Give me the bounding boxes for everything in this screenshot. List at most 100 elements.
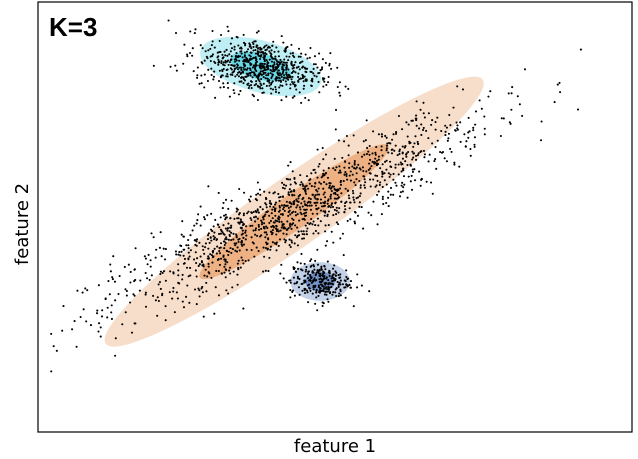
component-2-point [230, 47, 234, 50]
component-1-point [290, 239, 293, 242]
component-1-point [378, 183, 381, 187]
component-2-point [272, 57, 275, 60]
component-2-point [303, 84, 306, 87]
component-1-point [362, 169, 365, 173]
component-2-point [242, 76, 245, 79]
component-1-point [177, 263, 180, 266]
component-1-point [330, 204, 333, 207]
component-1-point [401, 157, 405, 160]
component-1-point [335, 221, 338, 224]
component-3-point [323, 293, 326, 296]
component-1-point [198, 263, 201, 266]
component-1-point [150, 274, 153, 277]
component-2-point [293, 95, 296, 98]
component-2-point [275, 59, 278, 62]
component-1-point [467, 116, 470, 119]
component-1-point [79, 316, 82, 319]
component-1-point [197, 264, 200, 268]
component-2-point [285, 95, 288, 98]
component-2-point [248, 42, 251, 45]
component-1-point [152, 294, 155, 297]
component-2-point [240, 80, 243, 83]
component-1-point [469, 148, 472, 151]
component-2-point [272, 40, 275, 43]
component-1-point [203, 246, 207, 249]
component-1-point [189, 266, 192, 270]
component-2-point [240, 47, 243, 50]
component-1-point [178, 251, 181, 254]
component-1-point [459, 140, 462, 143]
component-2-point [257, 51, 260, 54]
component-1-point [406, 164, 409, 167]
component-1-point [152, 236, 155, 239]
component-2-point [304, 67, 307, 70]
component-1-point [305, 184, 308, 187]
component-2-point [265, 65, 268, 69]
component-3-point [321, 304, 324, 308]
component-2-point [314, 63, 317, 66]
component-2-point [250, 87, 253, 90]
component-1-point [380, 135, 384, 138]
component-1-point [199, 224, 202, 227]
component-1-point [224, 213, 227, 216]
component-2-point [261, 87, 264, 90]
component-1-point [419, 150, 422, 154]
component-1-point [163, 258, 167, 261]
component-2-point [243, 68, 246, 71]
component-1-point [134, 247, 137, 250]
chart-title: K=3 [49, 12, 97, 42]
component-1-point [379, 167, 382, 170]
component-1-point [188, 255, 191, 258]
component-1-point [223, 214, 226, 217]
component-1-point [268, 214, 271, 217]
component-1-point [183, 257, 187, 260]
component-3-point [332, 279, 335, 282]
component-1-point [334, 202, 337, 205]
component-1-point [358, 194, 361, 198]
component-1-point [415, 114, 418, 117]
component-2-point [226, 68, 229, 71]
component-2-point [272, 70, 275, 73]
component-1-point [374, 157, 377, 160]
component-1-point [362, 227, 365, 230]
component-1-point [240, 243, 243, 246]
component-2-point [250, 51, 253, 55]
component-3-point [328, 274, 331, 278]
component-2-point [312, 63, 316, 66]
component-1-point [407, 175, 410, 178]
component-1-point [576, 108, 580, 111]
component-1-point [185, 295, 188, 298]
component-2-point [259, 51, 263, 54]
component-1-point [310, 172, 313, 175]
component-1-point [444, 124, 447, 127]
component-1-point [413, 142, 416, 145]
component-2-point [249, 72, 252, 75]
component-2-point [206, 57, 209, 60]
component-1-point [158, 246, 161, 249]
component-2-point [243, 79, 247, 82]
component-2-point [216, 51, 219, 54]
component-2-point [265, 84, 268, 88]
component-2-point [254, 52, 258, 55]
component-1-point [365, 152, 369, 156]
component-2-point [245, 56, 248, 59]
component-1-point [235, 233, 238, 236]
component-1-point [261, 221, 264, 224]
component-1-point [312, 232, 315, 235]
component-1-point [480, 107, 483, 110]
component-1-point [339, 171, 342, 174]
component-2-point [212, 75, 216, 78]
component-1-point [125, 289, 128, 293]
component-2-point [244, 64, 247, 67]
component-1-point [415, 100, 418, 103]
component-1-point [287, 206, 290, 209]
component-1-point [332, 192, 335, 195]
component-2-point [292, 82, 295, 85]
component-1-point [161, 271, 164, 275]
component-1-point [61, 329, 64, 332]
component-1-point [148, 278, 151, 281]
component-2-point [240, 68, 243, 71]
component-2-point [293, 81, 296, 84]
component-2-point [316, 66, 319, 69]
component-1-point [404, 160, 407, 163]
